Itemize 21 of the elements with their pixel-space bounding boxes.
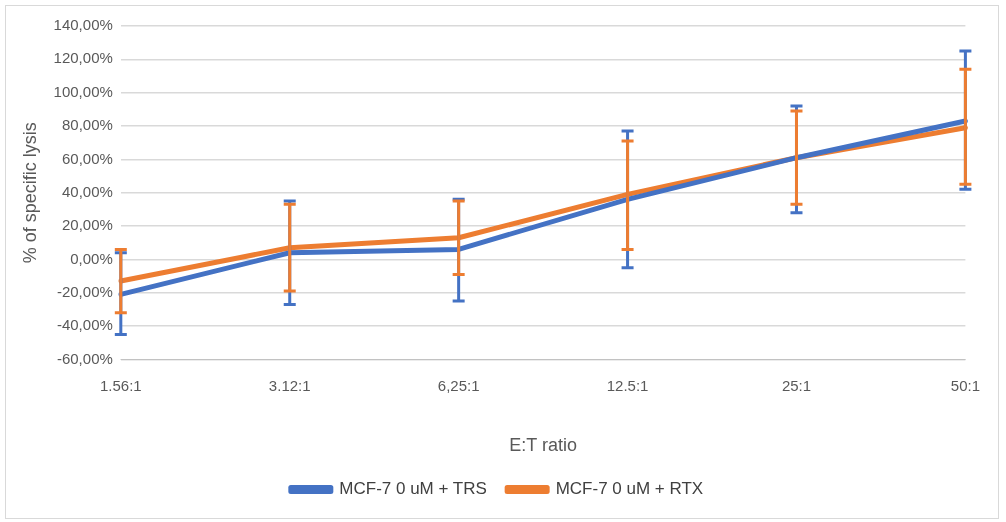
x-tick-label: 50:1 [950, 376, 980, 394]
x-axis-title: E:T ratio [509, 435, 577, 456]
x-tick-label: 25:1 [781, 376, 812, 394]
x-tick-label: 6,25:1 [437, 376, 480, 394]
x-tick-label: 12.5:1 [606, 376, 649, 394]
y-axis-title: % of specific lysis [19, 122, 40, 264]
y-tick-label: -60,00% [56, 349, 113, 367]
x-tick-label: 3.12:1 [268, 376, 311, 394]
y-tick-label: 120,00% [53, 49, 113, 67]
x-tick-label: 1.56:1 [99, 376, 142, 394]
legend-label: MCF-7 0 uM + TRS [339, 479, 487, 499]
y-tick-label: 140,00% [53, 16, 113, 34]
y-tick-label: 40,00% [61, 182, 113, 200]
y-tick-label: -20,00% [56, 282, 113, 300]
y-tick-label: 20,00% [61, 216, 113, 234]
y-tick-label: -40,00% [56, 316, 113, 334]
y-tick-label: 80,00% [61, 116, 113, 134]
y-tick-label: 0,00% [70, 249, 113, 267]
legend-label: MCF-7 0 uM + RTX [555, 479, 704, 499]
y-tick-label: 100,00% [53, 82, 113, 100]
y-tick-label: 60,00% [61, 149, 113, 167]
